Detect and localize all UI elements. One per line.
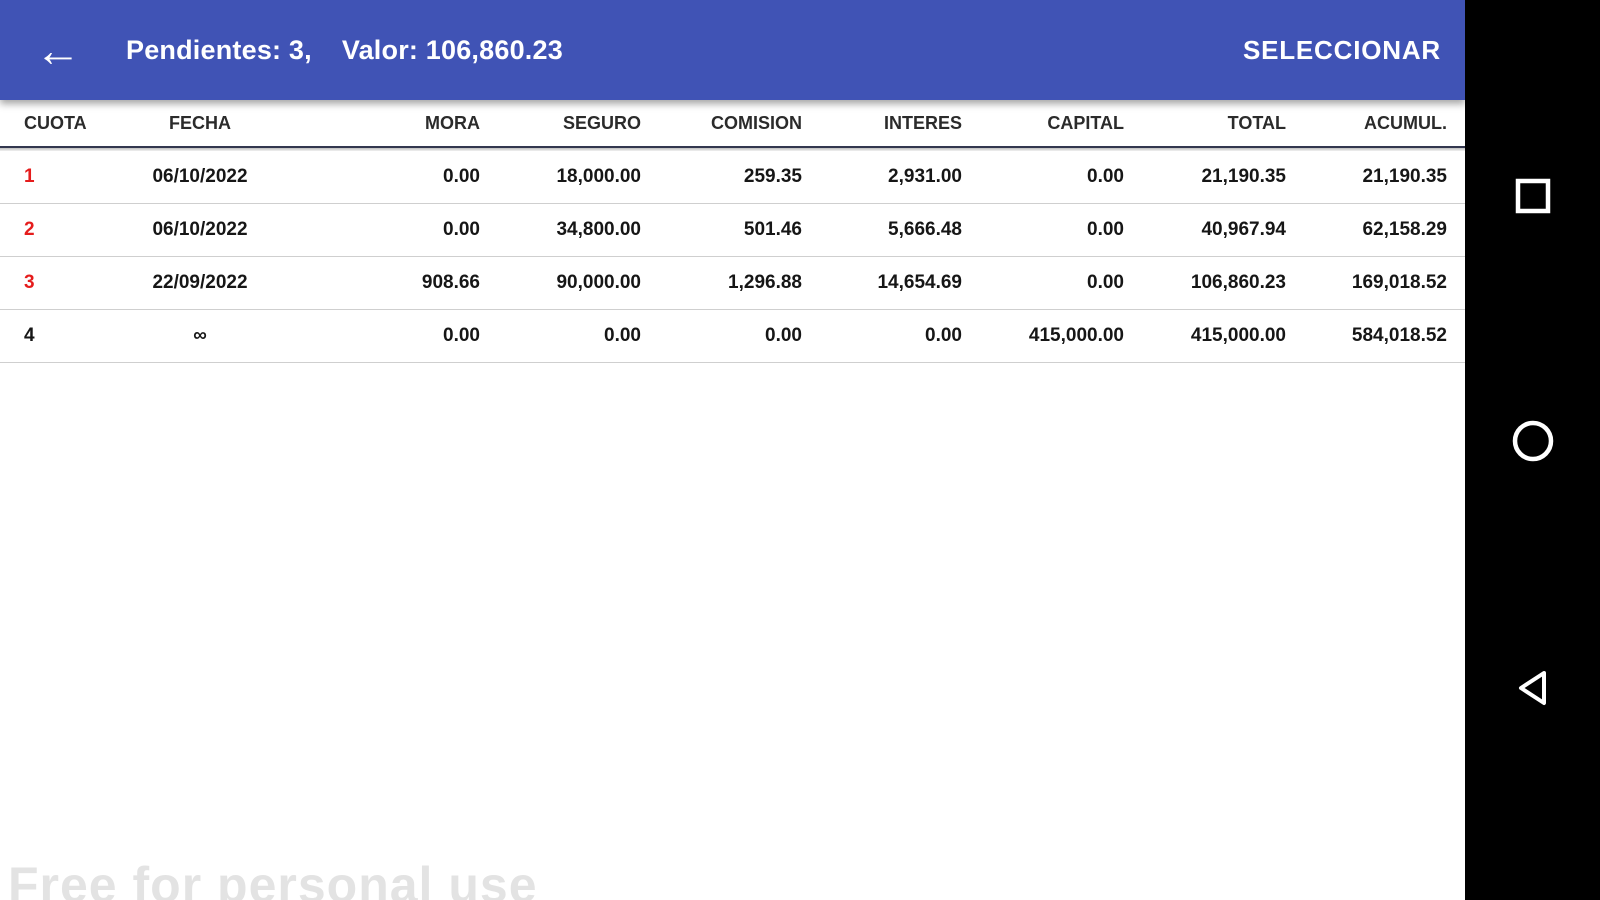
- seguro-cell: 0.00: [604, 325, 641, 346]
- app-bar-title: Pendientes: 3, Valor: 106,860.23: [126, 35, 563, 66]
- total-cell: 40,967.94: [1201, 219, 1286, 240]
- cuota-cell: 1: [24, 166, 35, 187]
- back-arrow-icon: ←: [35, 24, 81, 76]
- home-button[interactable]: [1501, 409, 1565, 473]
- mora-cell: 908.66: [421, 272, 480, 293]
- back-button[interactable]: [1501, 656, 1565, 720]
- acumul-cell: 21,190.35: [1362, 166, 1447, 187]
- android-nav-bar: [1465, 0, 1600, 900]
- interes-cell: 2,931.00: [888, 166, 962, 187]
- capital-cell: 0.00: [1087, 219, 1124, 240]
- column-header-acumul: ACUMUL.: [1364, 112, 1447, 133]
- table-header-row: CUOTA FECHA MORA SEGURO COMISION INTERES…: [0, 100, 1465, 148]
- interes-cell: 5,666.48: [888, 219, 962, 240]
- table-row[interactable]: 4 ∞ 0.00 0.00 0.00 0.00 415,000.00 415,0…: [0, 310, 1465, 363]
- column-header-capital: CAPITAL: [1047, 112, 1124, 133]
- column-header-mora: MORA: [425, 112, 480, 133]
- capital-cell: 0.00: [1087, 166, 1124, 187]
- seguro-cell: 34,800.00: [556, 219, 641, 240]
- seguro-cell: 18,000.00: [556, 166, 641, 187]
- cuotas-table: CUOTA FECHA MORA SEGURO COMISION INTERES…: [0, 100, 1465, 363]
- header-divider: [0, 148, 1465, 151]
- circle-icon: [1512, 420, 1553, 462]
- comision-cell: 259.35: [743, 166, 802, 187]
- table-row[interactable]: 1 06/10/2022 0.00 18,000.00 259.35 2,931…: [0, 151, 1465, 204]
- valor-label: Valor: 106,860.23: [341, 34, 563, 65]
- fecha-cell: 06/10/2022: [152, 219, 248, 240]
- table-row[interactable]: 3 22/09/2022 908.66 90,000.00 1,296.88 1…: [0, 257, 1465, 310]
- acumul-cell: 62,158.29: [1362, 219, 1447, 240]
- column-header-total: TOTAL: [1227, 112, 1286, 133]
- fecha-cell: 06/10/2022: [152, 166, 248, 187]
- comision-cell: 501.46: [743, 219, 802, 240]
- column-header-seguro: SEGURO: [562, 112, 641, 133]
- recents-button[interactable]: [1501, 164, 1565, 228]
- app-content: ← Pendientes: 3, Valor: 106,860.23 SELEC…: [0, 0, 1465, 900]
- column-header-interes: INTERES: [883, 112, 962, 133]
- fecha-cell: 22/09/2022: [152, 272, 248, 293]
- cuota-cell: 3: [24, 272, 35, 293]
- total-cell: 21,190.35: [1201, 166, 1286, 187]
- app-bar: ← Pendientes: 3, Valor: 106,860.23 SELEC…: [0, 0, 1465, 100]
- mora-cell: 0.00: [443, 166, 480, 187]
- interes-cell: 14,654.69: [877, 272, 962, 293]
- watermark-text: Free for personal use: [8, 857, 538, 900]
- capital-cell: 0.00: [1087, 272, 1124, 293]
- fecha-cell: ∞: [193, 325, 207, 346]
- cuota-cell: 4: [24, 325, 35, 346]
- column-header-fecha: FECHA: [169, 112, 231, 133]
- total-cell: 106,860.23: [1190, 272, 1286, 293]
- acumul-cell: 169,018.52: [1351, 272, 1447, 293]
- mora-cell: 0.00: [443, 325, 480, 346]
- seleccionar-button[interactable]: SELECCIONAR: [1242, 34, 1441, 65]
- table-row[interactable]: 2 06/10/2022 0.00 34,800.00 501.46 5,666…: [0, 204, 1465, 257]
- comision-cell: 0.00: [765, 325, 802, 346]
- mora-cell: 0.00: [443, 219, 480, 240]
- column-header-comision: COMISION: [710, 112, 802, 133]
- interes-cell: 0.00: [925, 325, 962, 346]
- capital-cell: 415,000.00: [1028, 325, 1124, 346]
- square-icon: [1515, 178, 1550, 214]
- acumul-cell: 584,018.52: [1351, 325, 1447, 346]
- back-arrow-button[interactable]: ←: [18, 0, 98, 100]
- cuota-cell: 2: [24, 219, 35, 240]
- triangle-icon: [1518, 671, 1546, 705]
- seguro-cell: 90,000.00: [556, 272, 641, 293]
- total-cell: 415,000.00: [1190, 325, 1286, 346]
- column-header-cuota: CUOTA: [24, 112, 87, 133]
- comision-cell: 1,296.88: [728, 272, 802, 293]
- table-body: 1 06/10/2022 0.00 18,000.00 259.35 2,931…: [0, 151, 1465, 363]
- pendientes-label: Pendientes: 3,: [126, 34, 312, 65]
